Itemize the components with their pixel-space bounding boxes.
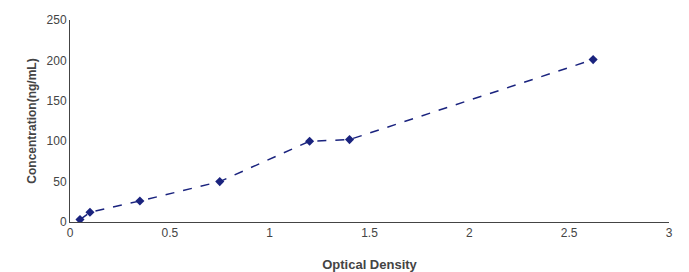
svg-text:1: 1: [266, 226, 273, 240]
svg-text:100: 100: [47, 134, 67, 148]
svg-text:0: 0: [67, 226, 74, 240]
svg-text:2: 2: [466, 226, 473, 240]
svg-text:200: 200: [47, 54, 67, 68]
svg-text:50: 50: [53, 175, 67, 189]
svg-text:1.5: 1.5: [361, 226, 378, 240]
svg-text:3: 3: [666, 226, 673, 240]
svg-text:250: 250: [47, 13, 67, 27]
svg-text:Optical Density: Optical Density: [322, 257, 417, 272]
svg-text:Concentration(ng/mL): Concentration(ng/mL): [25, 58, 39, 183]
svg-text:0.5: 0.5: [161, 226, 178, 240]
svg-text:150: 150: [47, 94, 67, 108]
svg-text:2.5: 2.5: [561, 226, 578, 240]
svg-text:0: 0: [60, 215, 67, 229]
